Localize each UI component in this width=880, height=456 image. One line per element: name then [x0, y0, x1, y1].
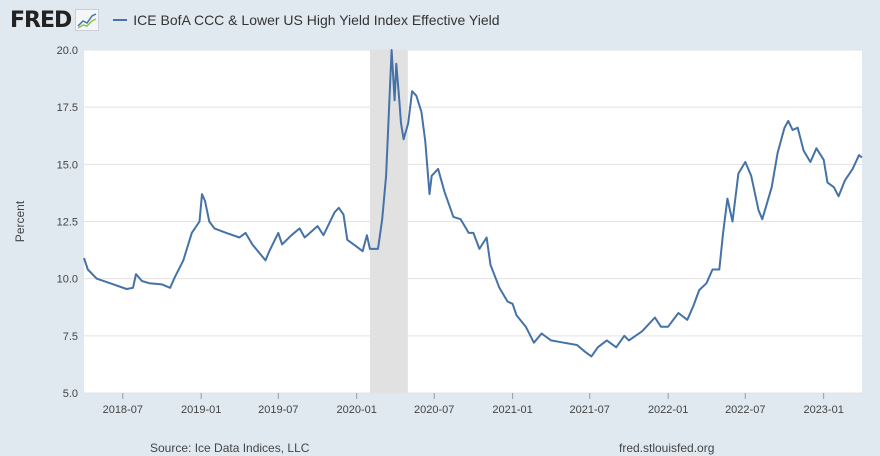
x-tick-label: 2022-07 [725, 404, 765, 416]
chart-line-icon [75, 9, 100, 31]
fred-logo[interactable]: FRED [10, 7, 72, 33]
x-tick-label: 2018-07 [103, 404, 143, 416]
y-tick-label: 15.0 [57, 159, 78, 171]
y-tick-label: 20.0 [57, 45, 78, 57]
y-tick-label: 5.0 [63, 388, 78, 400]
legend-series-label: ICE BofA CCC & Lower US High Yield Index… [133, 12, 500, 28]
x-tick-label: 2022-01 [648, 404, 688, 416]
x-tick-label: 2021-01 [492, 404, 532, 416]
x-tick-label: 2019-07 [258, 404, 298, 416]
chart-header: FRED ICE BofA CCC & Lower US High Yield … [10, 6, 500, 34]
y-axis-label: Percent [13, 200, 27, 242]
x-tick-label: 2020-01 [336, 404, 376, 416]
y-tick-label: 17.5 [57, 102, 78, 114]
x-tick-label: 2019-01 [181, 404, 221, 416]
y-tick-label: 10.0 [57, 274, 78, 286]
y-tick-label: 12.5 [57, 217, 78, 229]
x-tick-label: 2020-07 [414, 404, 454, 416]
x-tick-label: 2023-01 [803, 404, 843, 416]
y-tick-label: 7.5 [63, 331, 78, 343]
legend-swatch [113, 19, 128, 21]
series-line [83, 49, 863, 358]
site-link[interactable]: fred.stlouisfed.org [619, 441, 715, 455]
x-tick-label: 2021-07 [570, 404, 610, 416]
source-note: Source: Ice Data Indices, LLC [150, 441, 310, 455]
